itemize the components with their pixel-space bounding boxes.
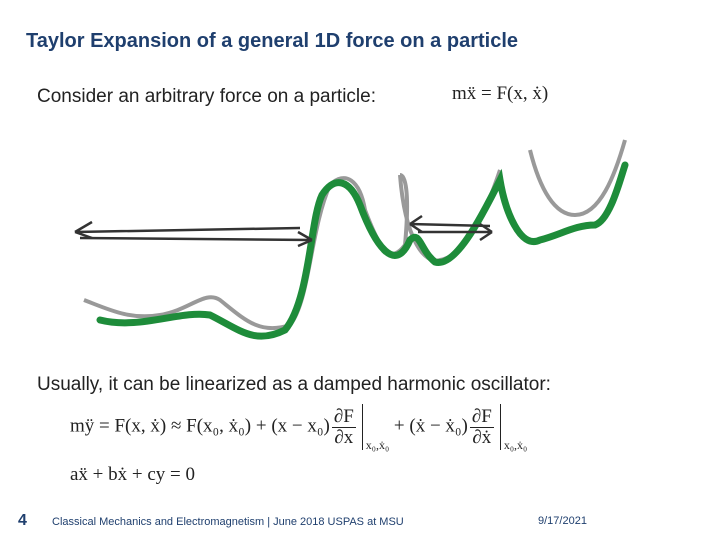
potential-curve <box>96 161 629 340</box>
numerator: ∂F <box>469 405 494 428</box>
fraction: ∂F ∂ẋ <box>469 405 494 448</box>
evaluation-bar <box>361 404 363 450</box>
equation-part: mÿ = F(x, ẋ) ≈ F(x₀, ẋ₀) + (x − x₀) <box>70 415 330 437</box>
text: Usually, it can be linearized as a dampe… <box>37 374 551 395</box>
footer-date: 9/17/2021 <box>538 515 587 527</box>
numerator: ∂F <box>331 405 356 428</box>
denominator: ∂ẋ <box>472 426 492 448</box>
evaluation-bar <box>499 404 501 450</box>
equation: mẍ = F(x, ẋ) <box>452 83 549 104</box>
subscript: x₀,ẋ₀ <box>503 438 528 453</box>
footer-text: Classical Mechanics and Electromagnetism… <box>52 516 404 528</box>
fraction: ∂F ∂x <box>331 405 356 448</box>
denominator: ∂x <box>334 426 354 448</box>
equation-part: + (ẋ − ẋ₀) <box>393 415 468 437</box>
slide-title: Taylor Expansion of a general 1D force o… <box>26 30 518 52</box>
equation: aẍ + bẋ + cy = 0 <box>70 464 196 485</box>
subscript: x₀,ẋ₀ <box>365 438 390 453</box>
text: Consider an arbitrary force on a particl… <box>37 86 376 107</box>
potential-curve-shadow <box>398 139 627 263</box>
page-number: 4 <box>18 512 27 529</box>
taylor-equation: mÿ = F(x, ẋ) ≈ F(x₀, ẋ₀) + (x − x₀) ∂F ∂x x… <box>70 404 528 453</box>
arrows <box>74 214 493 248</box>
